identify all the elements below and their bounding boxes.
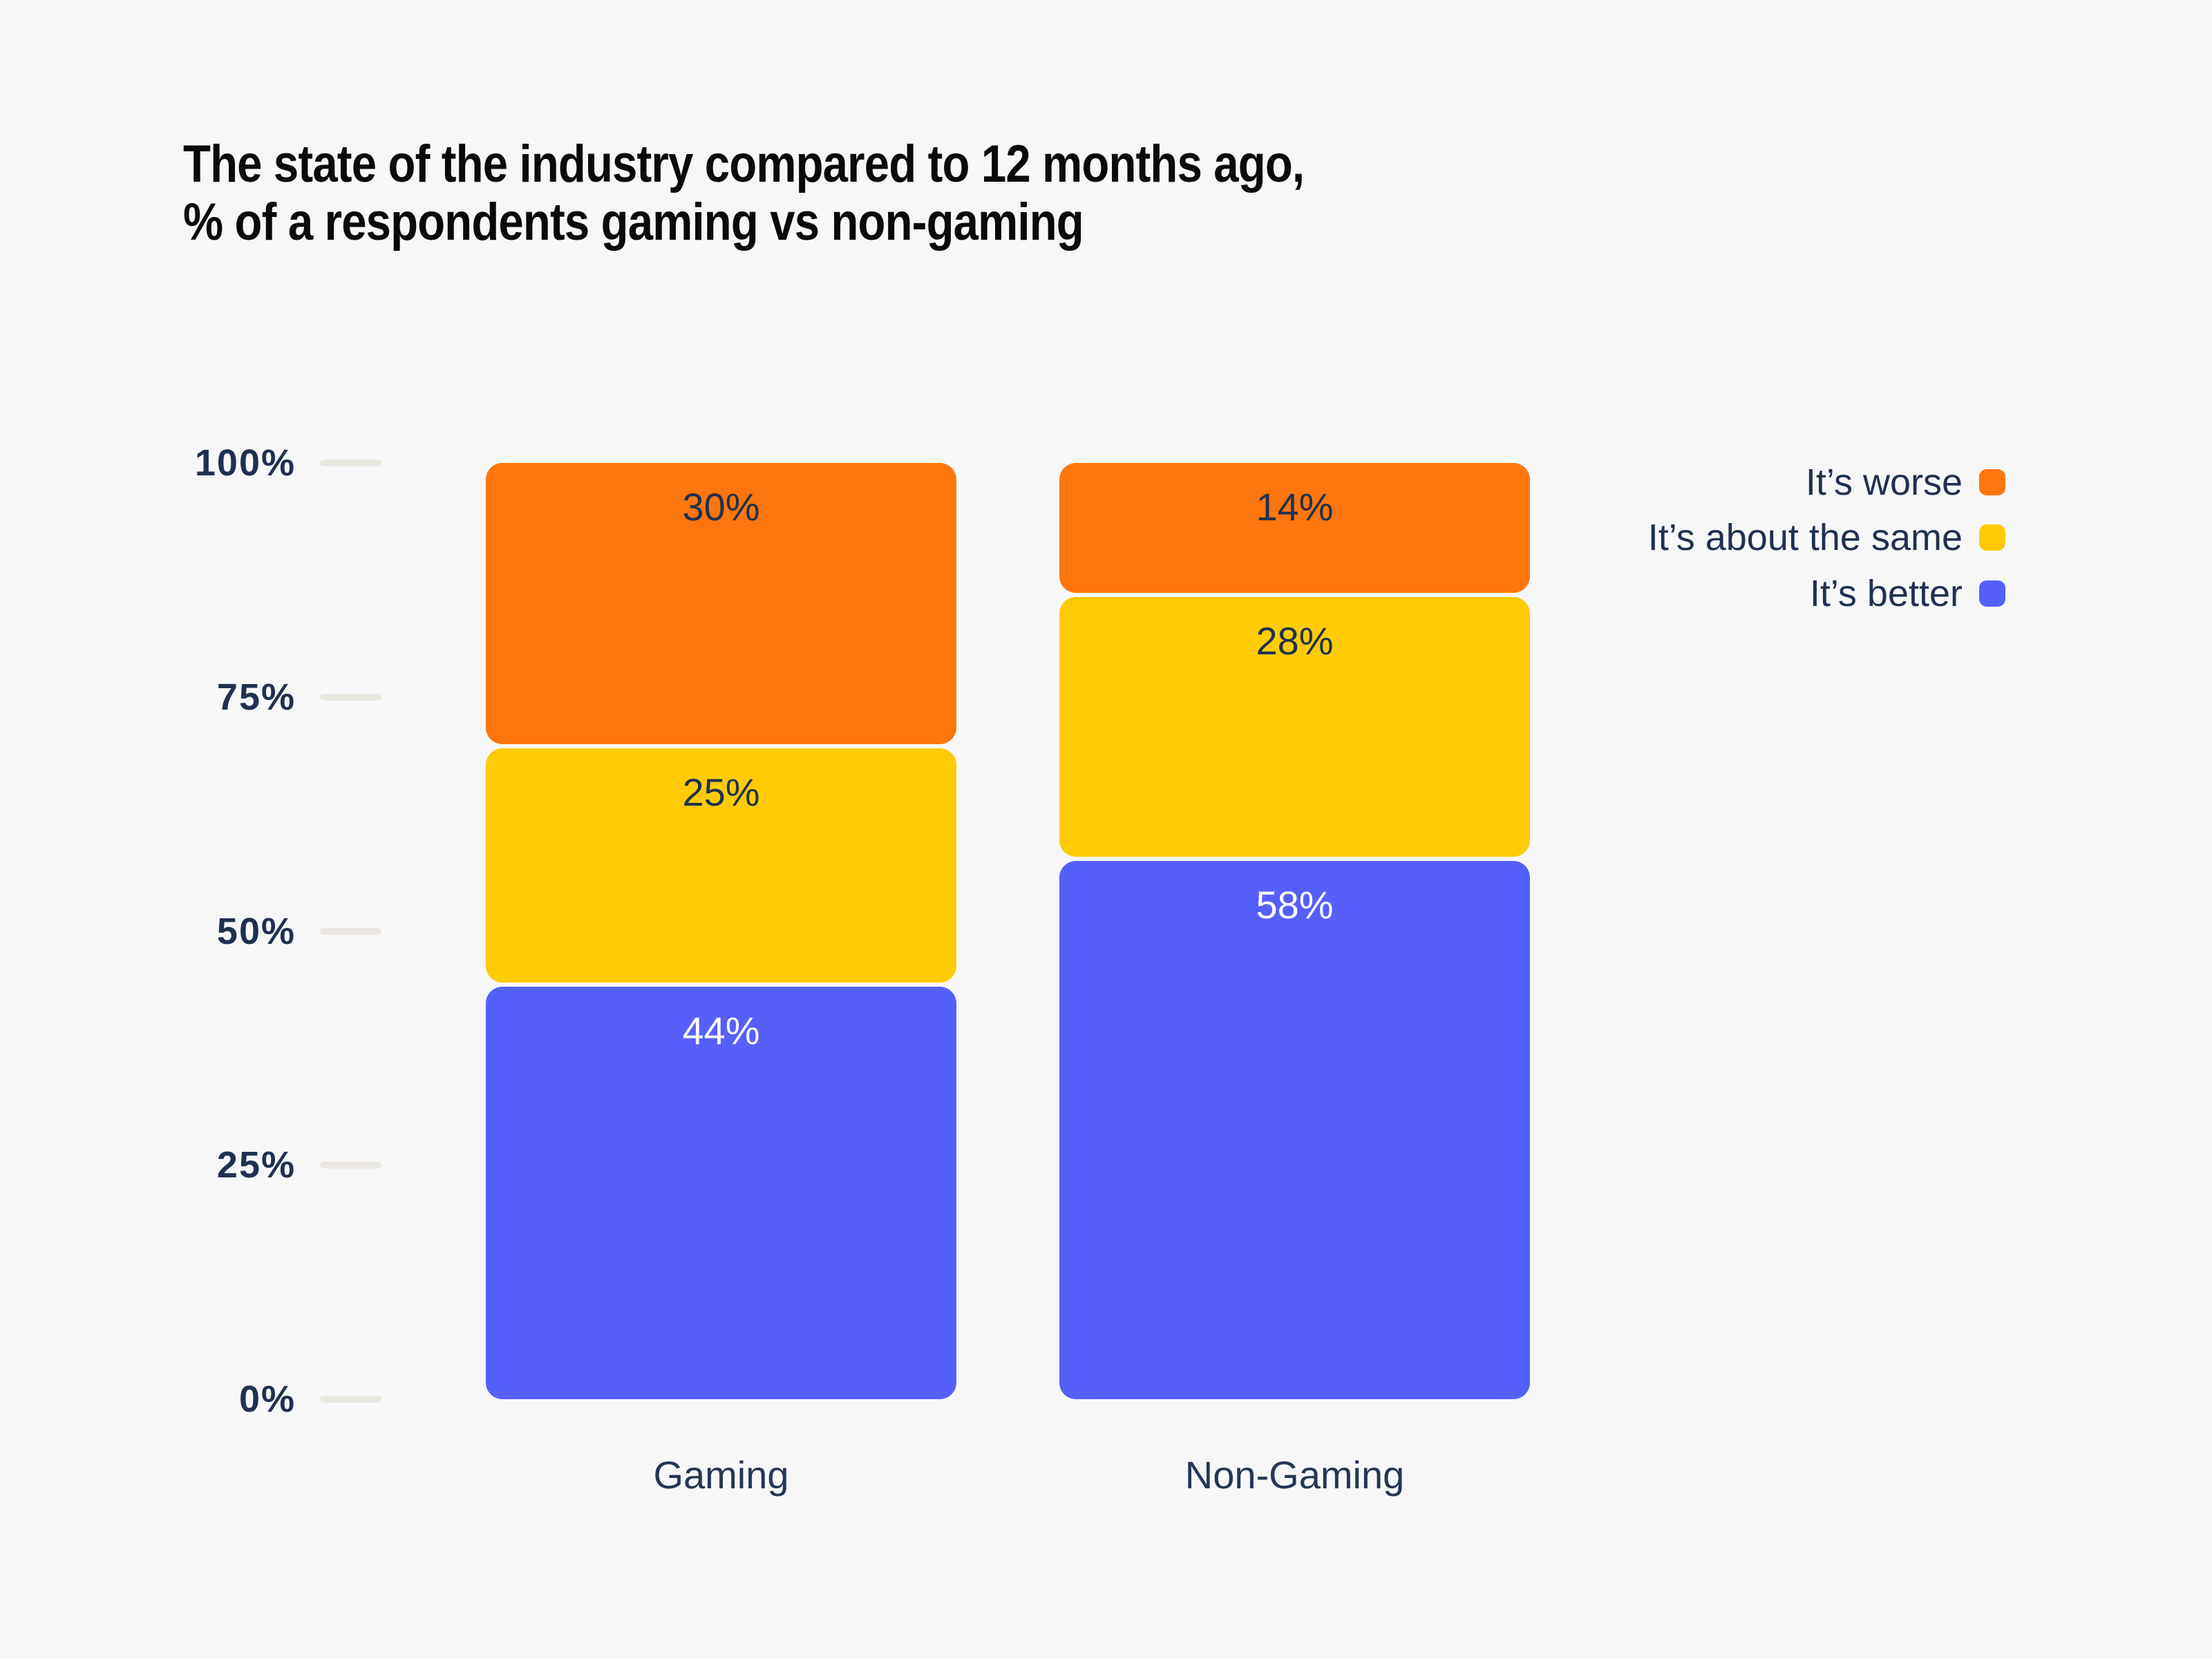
x-axis-label-non-gaming: Non-Gaming [1184,1453,1405,1497]
y-axis-row-75: 75% [0,673,415,721]
legend-label-better: It’s better [1809,573,1963,614]
y-axis-label-0: 0% [238,1378,296,1420]
segment-gaming-same: 25% [486,748,956,983]
segment-value-label: 58% [1256,883,1334,927]
y-axis-label-100: 100% [194,442,296,484]
y-axis-tick-mark [320,928,381,935]
segment-non-gaming-better: 58% [1059,861,1530,1399]
chart-title-line-1: The state of the industry compared to 12… [183,135,1305,193]
y-axis-row-100: 100% [0,439,415,487]
y-axis-label-50: 50% [216,911,296,952]
chart-title: The state of the industry compared to 12… [183,135,1305,252]
legend-swatch-better-icon [1979,580,2005,607]
y-axis-tick-mark [320,1162,381,1168]
y-axis-label-75: 75% [216,676,296,718]
segment-value-label: 30% [682,485,760,529]
legend-item-worse: It’s worse [1806,458,2005,506]
segment-gaming-worse: 30% [486,463,956,744]
bar-non-gaming: 14% 28% 58% [1059,463,1530,1399]
segment-value-label: 44% [682,1009,760,1053]
y-axis-tick-mark [320,694,381,701]
legend-swatch-same-icon [1979,524,2005,551]
segment-value-label: 28% [1256,619,1334,663]
y-axis-label-25: 25% [216,1144,296,1186]
segment-gaming-better: 44% [486,987,956,1399]
segment-value-label: 14% [1256,485,1334,529]
y-axis-row-50: 50% [0,907,415,956]
legend-label-same: It’s about the same [1647,517,1963,558]
y-axis-tick-mark [320,1396,381,1403]
segment-non-gaming-same: 28% [1059,597,1530,857]
legend-label-worse: It’s worse [1805,462,1963,503]
bar-gaming: 30% 25% 44% [486,463,956,1399]
legend-swatch-worse-icon [1979,469,2005,495]
chart-title-line-2: % of a respondents gaming vs non-gaming [183,193,1084,252]
legend-item-same: It’s about the same [1648,513,2005,562]
segment-non-gaming-worse: 14% [1059,463,1530,594]
y-axis-tick-mark [320,459,381,466]
y-axis-row-25: 25% [0,1141,415,1189]
legend-item-better: It’s better [1810,569,2005,618]
x-axis-label-gaming: Gaming [653,1453,789,1497]
y-axis-row-0: 0% [0,1375,415,1423]
segment-value-label: 25% [682,770,760,814]
